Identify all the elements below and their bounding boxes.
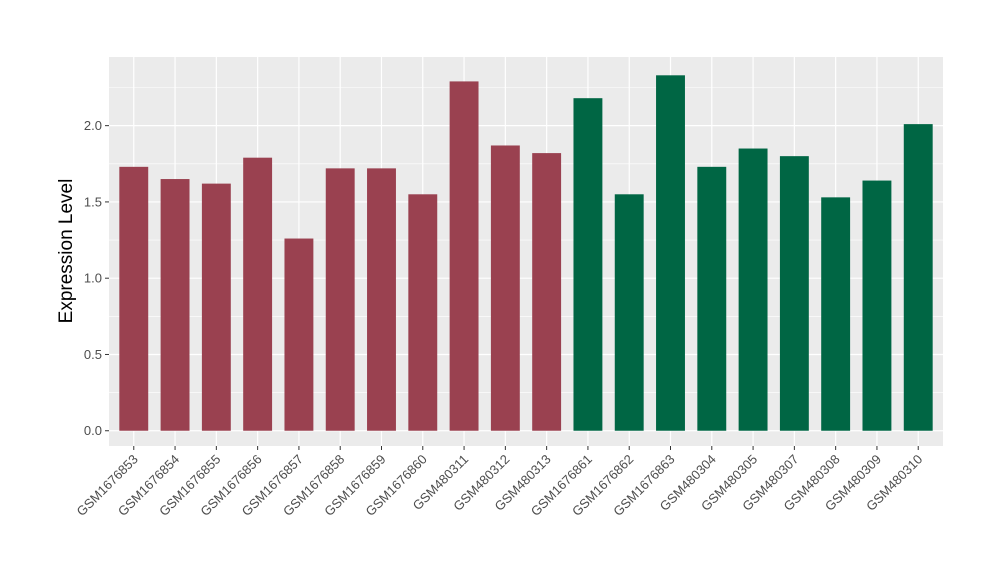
bar-GSM1676863 <box>656 75 685 431</box>
bar-GSM480308 <box>821 197 851 431</box>
x-axis: GSM1676853GSM1676854GSM1676855GSM1676856… <box>74 446 925 519</box>
bar-GSM480307 <box>779 156 809 431</box>
y-axis-title: Expression Level <box>56 179 77 324</box>
bar-GSM1676860 <box>408 194 438 431</box>
bar-GSM480311 <box>449 81 479 431</box>
bar-GSM1676862 <box>614 194 644 431</box>
bar-GSM1676855 <box>201 183 231 431</box>
bar-GSM480310 <box>903 124 933 431</box>
bar-GSM480304 <box>697 166 727 431</box>
y-tick-label: 2.0 <box>84 118 102 133</box>
plot-panel <box>109 57 943 446</box>
bar-GSM1676859 <box>367 168 396 431</box>
y-tick-label: 1.5 <box>84 194 102 209</box>
bar-GSM480313 <box>532 153 562 431</box>
bar-GSM1676853 <box>119 166 149 431</box>
y-tick-label: 0.5 <box>84 347 102 362</box>
y-tick-label: 0.0 <box>84 423 102 438</box>
bars <box>119 75 933 431</box>
y-axis: 0.0 0.5 1.0 1.5 2.0 <box>84 118 109 438</box>
bar-GSM1676861 <box>573 98 603 431</box>
bar-GSM1676857 <box>284 238 314 431</box>
y-tick-label: 1.0 <box>84 271 102 286</box>
bar-GSM1676858 <box>325 168 355 431</box>
bar-GSM480312 <box>490 145 520 431</box>
bar-GSM480305 <box>738 148 768 431</box>
bar-GSM1676856 <box>243 157 273 431</box>
bar-GSM1676854 <box>160 179 190 431</box>
bar-GSM480309 <box>862 180 892 431</box>
